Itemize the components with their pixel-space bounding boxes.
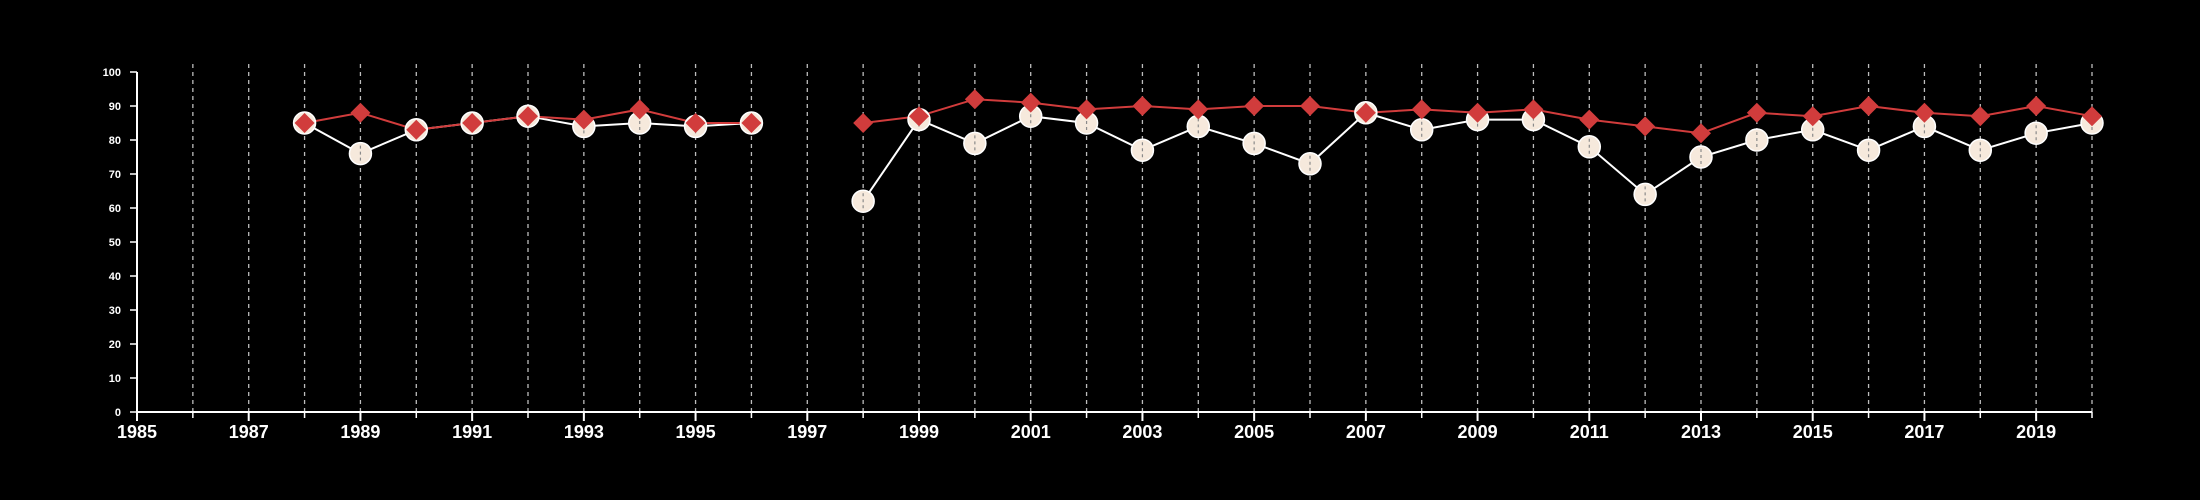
series-b-point-1988 — [294, 113, 315, 133]
series-b-point-2003 — [1132, 96, 1153, 116]
series-b-point-2014 — [1746, 102, 1767, 123]
series-b-point-1992 — [518, 106, 538, 127]
series-b-point-2002 — [1076, 99, 1097, 120]
series-b-point-1994 — [629, 99, 650, 120]
series-b-point-2020 — [2082, 106, 2102, 127]
marker-layer — [292, 89, 2104, 213]
series-b-point-1996 — [741, 113, 762, 133]
x-tick-label-2009: 2009 — [1458, 422, 1498, 442]
series-b-point-2007 — [1355, 102, 1376, 123]
x-tick-label-1999: 1999 — [899, 422, 939, 442]
series-b-point-1995 — [685, 113, 706, 133]
y-tick-label-20: 20 — [109, 339, 121, 351]
x-tick-label-1985: 1985 — [117, 422, 157, 442]
y-tick-label-80: 80 — [109, 135, 121, 147]
series-b-point-2010 — [1523, 99, 1544, 120]
x-tick-label-2013: 2013 — [1681, 422, 1721, 442]
y-tick-label-60: 60 — [109, 203, 121, 215]
series-b-point-2018 — [1970, 106, 1991, 127]
y-tick-label-10: 10 — [109, 373, 121, 385]
x-tick-label-2005: 2005 — [1234, 422, 1274, 442]
y-tick-label-50: 50 — [109, 237, 121, 249]
series-b-point-1989 — [350, 102, 371, 123]
x-tick-label-1989: 1989 — [340, 422, 380, 442]
series-b-point-2012 — [1635, 116, 1656, 137]
y-tick-label-30: 30 — [109, 305, 121, 317]
x-tick-label-2017: 2017 — [1904, 422, 1944, 442]
y-tick-label-40: 40 — [109, 271, 121, 283]
series-b-point-2011 — [1579, 109, 1600, 130]
series-b-point-2013 — [1691, 123, 1711, 144]
series-b-point-2001 — [1020, 92, 1041, 113]
axes: 0 10 20 30 40 50 60 70 80 90 100 1985 1987 1989 1991 19… — [103, 67, 2093, 442]
x-tick-label-1993: 1993 — [564, 422, 604, 442]
series-b-point-2005 — [1244, 96, 1265, 116]
series-b-point-2004 — [1188, 99, 1209, 120]
y-tick-label-100: 100 — [103, 67, 121, 79]
x-tick-label-2001: 2001 — [1011, 422, 1051, 442]
series-b-point-2008 — [1411, 99, 1432, 120]
x-tick-label-1987: 1987 — [229, 422, 269, 442]
x-tick-label-2015: 2015 — [1793, 422, 1833, 442]
x-tick-label-2011: 2011 — [1570, 422, 1609, 442]
series-b-point-2009 — [1467, 102, 1488, 123]
series-b-point-1993 — [573, 109, 594, 130]
series-b-point-2019 — [2026, 96, 2047, 116]
x-tick-label-2019: 2019 — [2016, 422, 2056, 442]
series-b-point-2000 — [964, 89, 985, 110]
series-b-point-2017 — [1914, 102, 1935, 123]
y-tick-label-90: 90 — [109, 101, 121, 113]
x-tick-label-1995: 1995 — [676, 422, 716, 442]
x-tick-label-2007: 2007 — [1346, 422, 1386, 442]
series-b-point-2006 — [1300, 96, 1320, 116]
x-tick-label-1997: 1997 — [787, 422, 827, 442]
x-tick-label-2003: 2003 — [1122, 422, 1162, 442]
series-b-point-1999 — [909, 106, 929, 127]
series-b-point-2016 — [1858, 96, 1879, 116]
x-tick-label-1991: 1991 — [452, 422, 492, 442]
y-tick-label-0: 0 — [115, 407, 121, 419]
series-b-point-1991 — [462, 113, 483, 133]
series-b-point-1990 — [406, 119, 427, 140]
series-b-point-1998 — [853, 113, 874, 133]
series-b-point-2015 — [1802, 106, 1823, 127]
y-tick-label-70: 70 — [109, 169, 121, 181]
